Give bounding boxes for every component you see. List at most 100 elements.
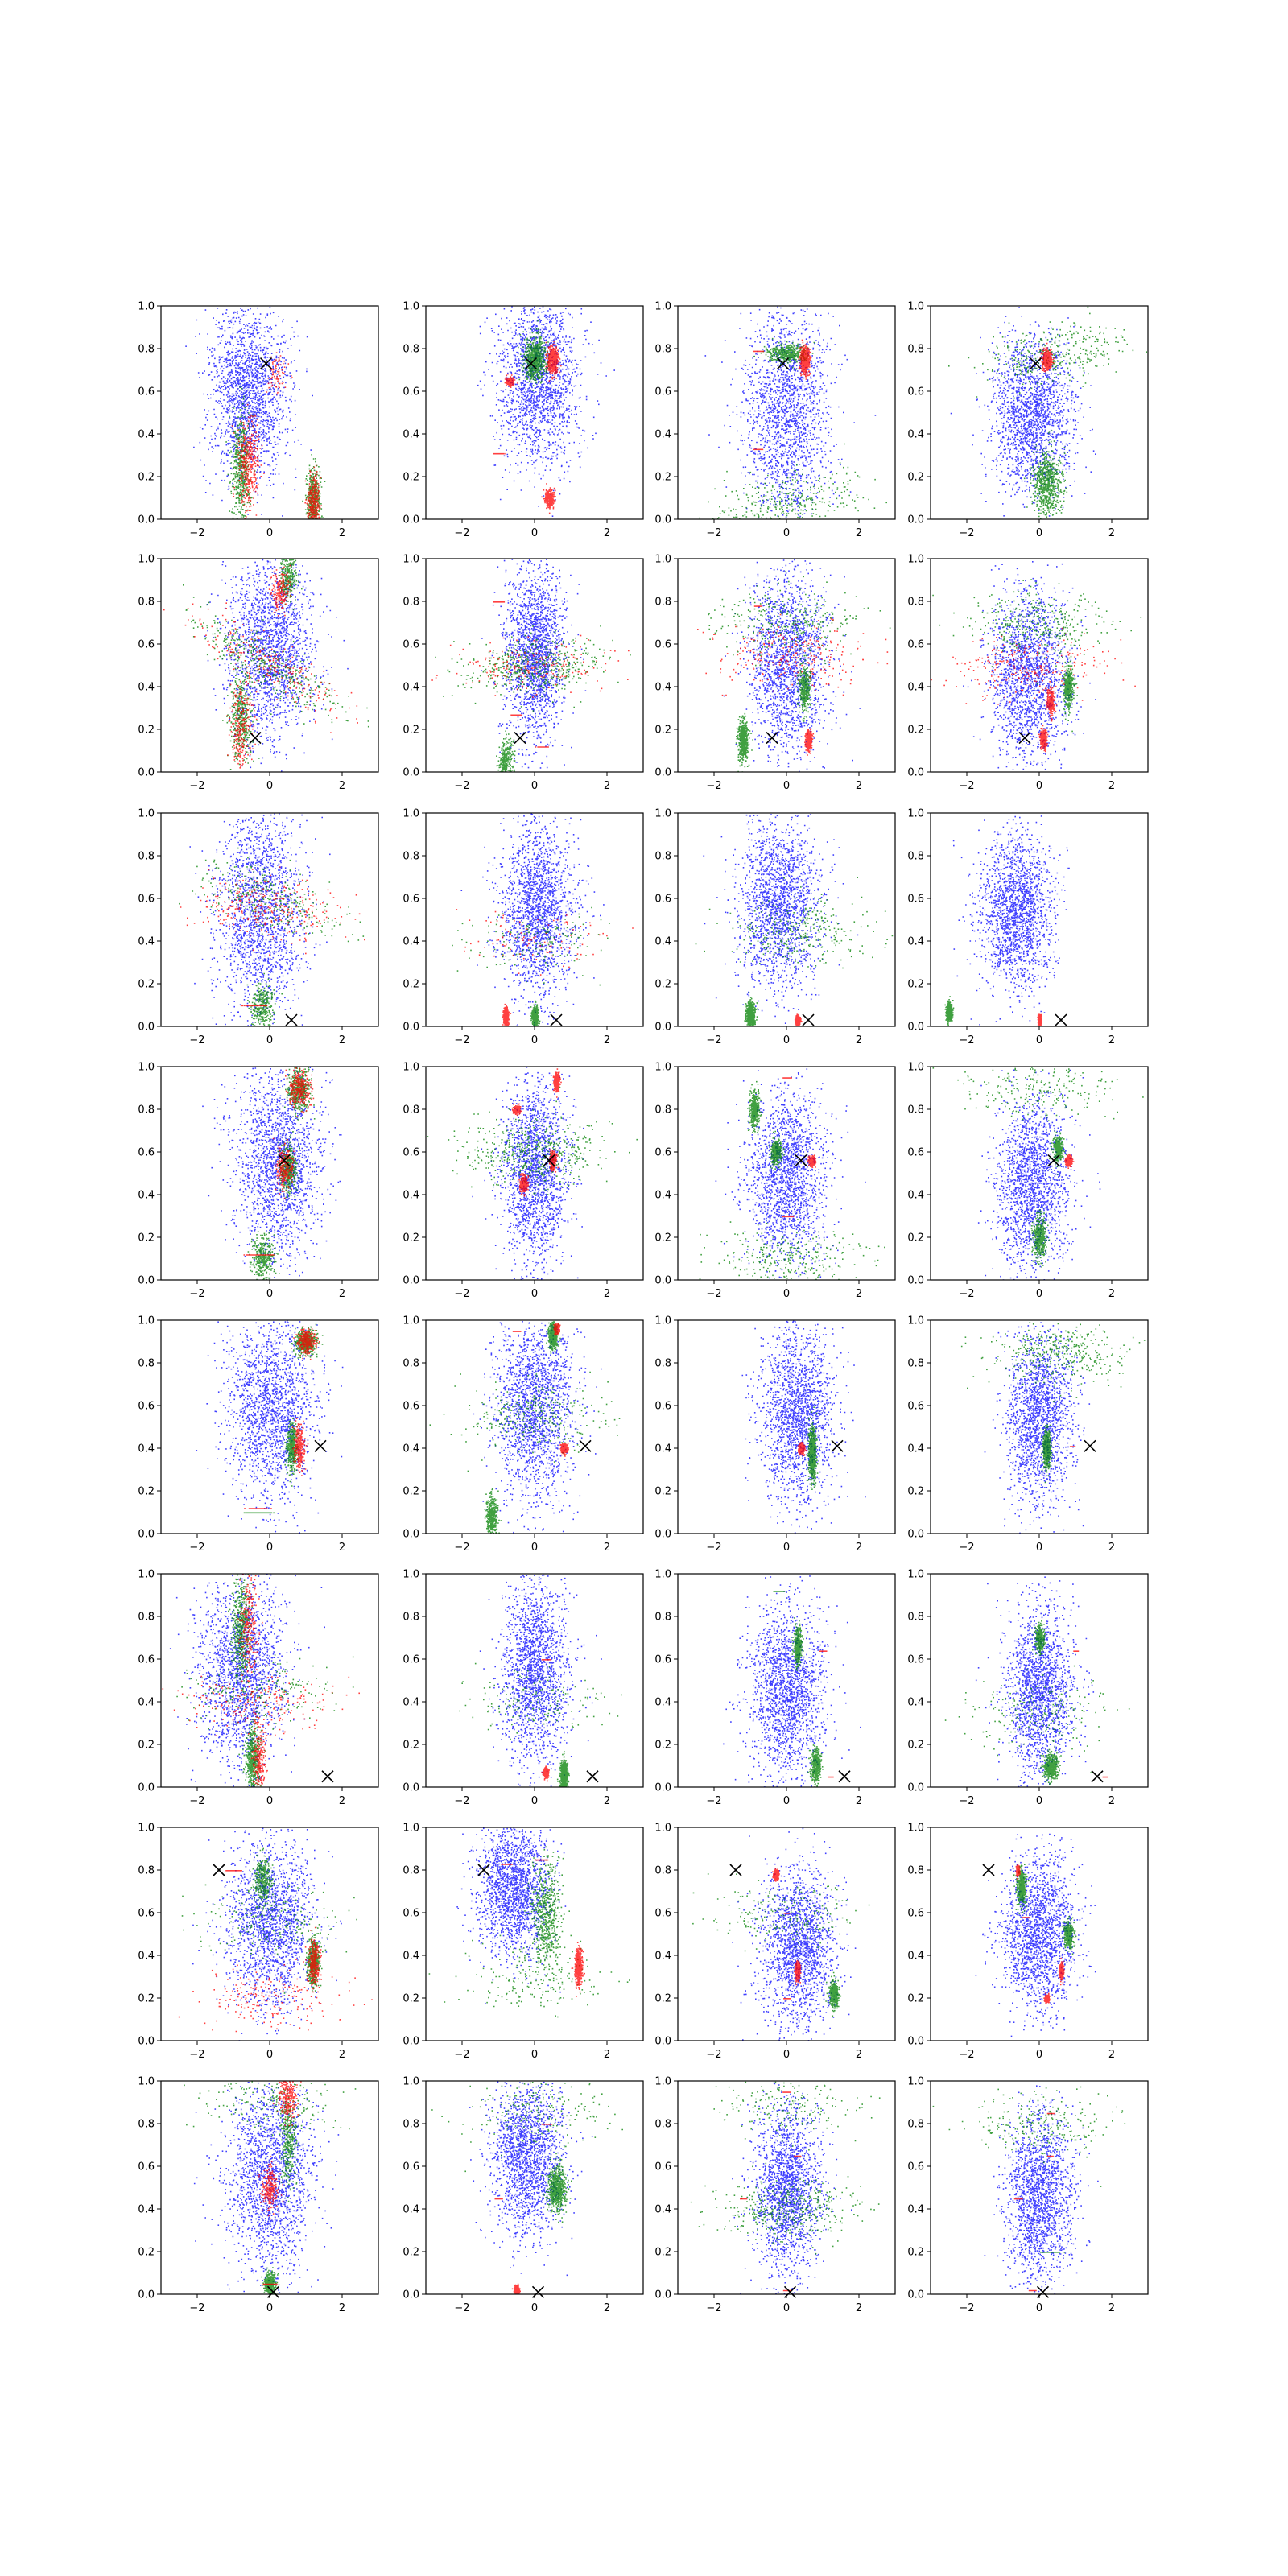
panel-r5-c2: −2 0 2 0.0 0.2 0.4 0.6 0.8 1.0 <box>402 1315 644 1554</box>
cross-marker <box>1084 1439 1096 1452</box>
x-tick-label: 0 <box>266 527 273 539</box>
x-tick-label: 0 <box>531 780 538 792</box>
x-tick-label: 2 <box>1108 1288 1115 1300</box>
y-tick-label: 0.4 <box>907 1190 924 1202</box>
x-tick-label: −2 <box>706 1288 721 1300</box>
cross-marker <box>1091 1770 1104 1783</box>
red-points-path <box>1069 1446 1076 1447</box>
blue-points-path <box>715 1068 866 1279</box>
y-tick-label: 0.2 <box>654 1740 671 1752</box>
y-tick-label: 0.2 <box>654 472 671 484</box>
panel-points <box>690 2081 881 2294</box>
x-tick-label: 0 <box>1036 527 1042 539</box>
y-tick-label: 0.8 <box>907 851 924 863</box>
x-tick-label: 2 <box>604 2302 610 2314</box>
cross-marker <box>766 732 778 745</box>
blue-series-points <box>723 1575 861 1787</box>
panel-r6-c3: −2 0 2 0.0 0.2 0.4 0.6 0.8 1.0 <box>654 1569 896 1807</box>
y-tick-label: 0.0 <box>907 1022 924 1034</box>
x-tick-label: 2 <box>339 1795 345 1807</box>
y-tick-label: 0.0 <box>654 514 671 526</box>
y-tick-label: 0.8 <box>402 597 419 609</box>
cross-marker <box>524 357 538 370</box>
y-tick-label: 0.2 <box>654 979 671 991</box>
blue-series-points <box>984 1322 1091 1534</box>
x-tick-label: 0 <box>783 1542 790 1554</box>
cross-marker <box>776 357 790 370</box>
panel-points <box>932 1067 1144 1280</box>
panel-r6-c2: −2 0 2 0.0 0.2 0.4 0.6 0.8 1.0 <box>402 1569 644 1807</box>
y-tick-label: 0.2 <box>907 1486 924 1498</box>
y-tick-label: 0.6 <box>907 639 924 651</box>
y-tick-label: 1.0 <box>654 1062 671 1074</box>
panel-r4-c4: −2 0 2 0.0 0.2 0.4 0.6 0.8 1.0 <box>907 1062 1149 1300</box>
panel-r1-c3: −2 0 2 0.0 0.2 0.4 0.6 0.8 1.0 <box>654 301 896 539</box>
green-series-points <box>932 2086 1126 2253</box>
x-tick-label: 0 <box>783 780 790 792</box>
panel-r8-c2: −2 0 2 0.0 0.2 0.4 0.6 0.8 1.0 <box>402 2076 644 2314</box>
blue-series-points <box>715 1068 866 1279</box>
y-tick-label: 0.8 <box>654 1104 671 1117</box>
panel-points <box>960 1322 1146 1534</box>
y-tick-label: 0.4 <box>138 2204 155 2216</box>
y-tick-label: 0.0 <box>402 1529 419 1541</box>
x-tick-label: −2 <box>189 1288 204 1300</box>
y-tick-label: 0.2 <box>138 1740 155 1752</box>
x-tick-label: 2 <box>1108 780 1115 792</box>
green-points-path <box>944 996 955 1026</box>
panel-grid: −2 0 2 0.0 0.2 0.4 0.6 0.8 1.0 −2 0 2 0.0 0.2 0.4 0.6 0.… <box>138 301 1149 2314</box>
y-tick-label: 0.8 <box>402 1865 419 1877</box>
x-tick-label: 2 <box>339 2049 345 2061</box>
green-series-points <box>806 1406 819 1490</box>
x-tick-label: 0 <box>783 1795 790 1807</box>
y-tick-label: 0.8 <box>138 344 155 356</box>
y-tick-label: 0.6 <box>138 894 155 906</box>
x-tick-label: −2 <box>706 780 721 792</box>
panel-points <box>429 1321 621 1534</box>
x-tick-label: −2 <box>189 2049 204 2061</box>
y-tick-label: 0.4 <box>402 429 419 441</box>
x-tick-label: 0 <box>266 1795 273 1807</box>
x-tick-label: 0 <box>266 1288 273 1300</box>
y-tick-label: 0.2 <box>907 1232 924 1245</box>
x-tick-label: −2 <box>959 1288 974 1300</box>
x-tick-label: −2 <box>706 1795 721 1807</box>
y-tick-label: 0.2 <box>654 1993 671 2005</box>
y-tick-label: 0.6 <box>907 2161 924 2174</box>
blue-series-points <box>196 1320 344 1534</box>
y-tick-label: 0.2 <box>138 1232 155 1245</box>
y-tick-label: 1.0 <box>907 1569 924 1581</box>
y-tick-label: 0.6 <box>654 1654 671 1666</box>
green-points-path <box>183 559 369 770</box>
y-tick-label: 0.2 <box>402 979 419 991</box>
green-series-points <box>944 996 955 1026</box>
cross-marker <box>314 1439 327 1452</box>
panel-points <box>477 306 615 517</box>
y-tick-label: 0.0 <box>654 1275 671 1287</box>
y-tick-label: 0.8 <box>654 597 671 609</box>
y-tick-label: 0.2 <box>138 472 155 484</box>
red-points-path <box>797 1442 807 1456</box>
panel-points <box>459 1574 622 1787</box>
y-tick-label: 0.0 <box>654 1022 671 1034</box>
x-tick-label: 2 <box>1108 2049 1115 2061</box>
red-series-points <box>1037 1013 1042 1026</box>
x-tick-label: 0 <box>783 527 790 539</box>
panel-r3-c4: −2 0 2 0.0 0.2 0.4 0.6 0.8 1.0 <box>907 808 1149 1046</box>
blue-points-path <box>202 1067 342 1279</box>
panel-r2-c2: −2 0 2 0.0 0.2 0.4 0.6 0.8 1.0 <box>402 554 644 792</box>
y-tick-label: 0.8 <box>402 1104 419 1117</box>
cross-marker <box>285 1013 298 1026</box>
y-tick-label: 0.0 <box>138 1529 155 1541</box>
x-tick-label: −2 <box>706 2049 721 2061</box>
y-tick-label: 1.0 <box>402 2076 419 2088</box>
y-tick-label: 0.0 <box>138 1782 155 1794</box>
green-series-points <box>932 1067 1144 1268</box>
y-tick-label: 0.8 <box>654 1358 671 1370</box>
y-tick-label: 1.0 <box>402 1315 419 1327</box>
y-tick-label: 0.8 <box>654 851 671 863</box>
x-tick-label: 0 <box>531 2302 538 2314</box>
y-tick-label: 1.0 <box>654 2076 671 2088</box>
panel-points <box>178 1827 373 2041</box>
x-tick-label: 0 <box>266 2049 273 2061</box>
